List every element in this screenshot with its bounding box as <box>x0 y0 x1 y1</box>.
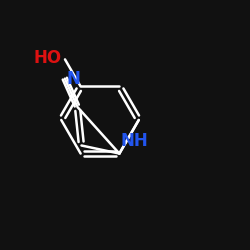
Text: N: N <box>66 70 80 87</box>
Text: HO: HO <box>34 49 62 67</box>
Text: NH: NH <box>120 132 148 150</box>
